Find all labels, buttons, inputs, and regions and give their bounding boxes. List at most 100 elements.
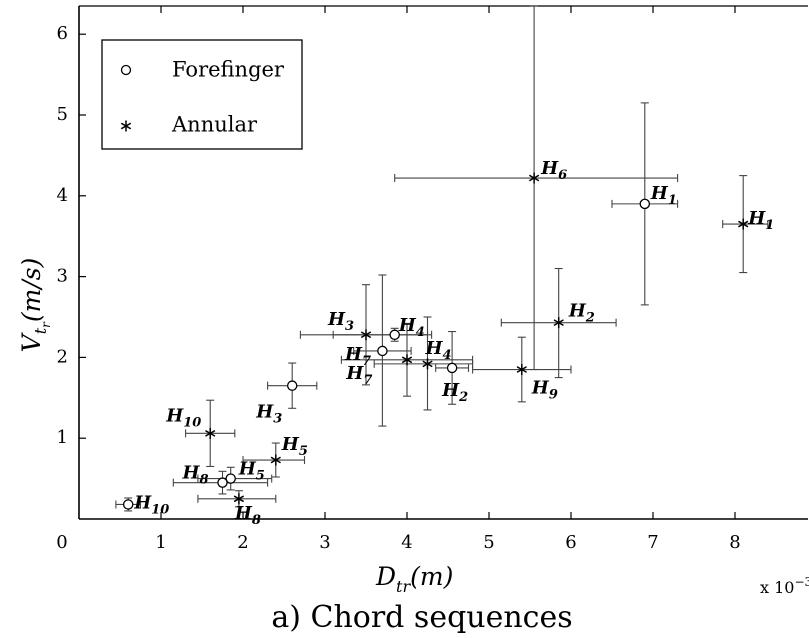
point-label-subscript: 8 xyxy=(252,513,261,528)
asterisk-stroke xyxy=(120,122,132,130)
point-label: H4 xyxy=(398,315,425,340)
chart-caption: a) Chord sequences xyxy=(271,600,572,635)
point-label: H3 xyxy=(327,309,354,334)
point-label-base: H xyxy=(441,380,460,401)
asterisk-stroke xyxy=(738,220,749,228)
data-markers xyxy=(122,172,749,510)
point-label-subscript: 10 xyxy=(151,502,169,517)
x-axis-multiplier: x 10−3 xyxy=(760,575,809,597)
x-tick-label: 3 xyxy=(319,532,330,553)
annular-point xyxy=(233,493,245,505)
asterisk-stroke xyxy=(270,456,281,464)
legend-label-forefinger: Forefinger xyxy=(172,58,285,82)
point-label-subscript: 8 xyxy=(200,473,209,488)
annular-point xyxy=(270,454,281,466)
y-axis-label-group: Vtr(m/s) xyxy=(17,258,53,353)
point-label-subscript: 10 xyxy=(183,415,201,430)
point-label-subscript: 7 xyxy=(363,373,372,388)
x-tick-label: 6 xyxy=(565,532,576,553)
annular-point xyxy=(738,218,749,230)
point-label-base: H xyxy=(398,315,417,336)
point-label-base: H xyxy=(182,463,201,484)
y-tick-label: 5 xyxy=(57,104,68,125)
asterisk-stroke xyxy=(528,174,540,182)
point-label: H5 xyxy=(238,459,265,484)
point-label-subscript: 2 xyxy=(458,390,468,405)
point-label-subscript: 2 xyxy=(585,311,595,326)
x-tick-label: 1 xyxy=(155,532,166,553)
forefinger-point xyxy=(639,198,651,210)
asterisk-stroke xyxy=(516,366,527,373)
point-label-subscript: 4 xyxy=(416,325,425,340)
point-label: H1 xyxy=(650,183,677,208)
point-label-subscript: 7 xyxy=(362,354,371,369)
y-label-subsub: r xyxy=(39,321,53,328)
point-label-base: H xyxy=(281,434,300,455)
forefinger-point xyxy=(286,380,298,391)
point-label-base: H xyxy=(345,363,364,384)
point-label-subscript: 3 xyxy=(345,319,354,334)
point-label-base: H xyxy=(540,158,559,179)
point-label: H4 xyxy=(425,338,452,363)
forefinger-point xyxy=(217,477,228,488)
legend: Forefinger Annular xyxy=(101,39,303,150)
legend-box xyxy=(101,39,303,150)
asterisk-stroke xyxy=(205,429,216,437)
legend-asterisk xyxy=(120,120,132,132)
y-label-rest: (m/s) xyxy=(17,258,46,322)
asterisk-stroke xyxy=(422,360,433,368)
asterisk-stroke xyxy=(233,495,245,503)
x-tick-label: 0 xyxy=(56,532,67,553)
point-label-base: H xyxy=(568,301,587,322)
annular-point xyxy=(205,427,216,439)
x-tick-label: 2 xyxy=(237,532,248,553)
asterisk-stroke xyxy=(401,356,413,364)
point-label-base: H xyxy=(327,309,346,330)
point-label: H5 xyxy=(281,434,308,459)
legend-circle-marker xyxy=(120,64,132,76)
x-multiplier-exponent: −3 xyxy=(794,575,809,589)
y-tick-label: 1 xyxy=(57,427,68,448)
point-label-subscript: 5 xyxy=(299,444,308,459)
point-label: H8 xyxy=(182,463,209,488)
annular-point xyxy=(516,364,527,376)
point-label: H3 xyxy=(255,402,282,427)
y-axis-ticks: 1 2 3 4 5 6 xyxy=(57,23,86,448)
y-tick-label: 6 xyxy=(57,23,68,44)
point-label-subscript: 9 xyxy=(549,388,558,403)
forefinger-point xyxy=(446,362,458,374)
point-label: H1 xyxy=(747,208,774,233)
x-tick-label: 4 xyxy=(401,532,412,553)
point-label-base: H xyxy=(650,183,669,204)
point-label-subscript: 1 xyxy=(668,193,677,208)
annular-point xyxy=(401,354,413,366)
y-tick-label: 4 xyxy=(57,185,68,206)
forefinger-point xyxy=(225,473,236,484)
y-tick-label: 3 xyxy=(57,266,68,287)
x-tick-label: 8 xyxy=(729,532,740,553)
annular-point xyxy=(422,358,433,370)
x-label-sub: tr xyxy=(396,577,411,596)
point-label-base: H xyxy=(165,405,184,426)
point-label: H7 xyxy=(345,363,372,388)
annular-point xyxy=(528,172,540,184)
x-tick-label: 5 xyxy=(483,532,494,553)
forefinger-point xyxy=(377,345,388,357)
point-label-base: H xyxy=(133,492,152,513)
point-label: H2 xyxy=(568,301,595,326)
point-label: H9 xyxy=(531,378,558,403)
y-label-sub: t xyxy=(31,327,50,334)
annular-point xyxy=(553,317,564,329)
x-axis-label: Dtr(m) xyxy=(375,562,453,596)
point-label: H8 xyxy=(234,503,261,528)
point-label-base: H xyxy=(747,208,766,229)
x-tick-label: 7 xyxy=(647,532,658,553)
point-label: H10 xyxy=(165,405,201,430)
y-tick-label: 2 xyxy=(57,346,68,367)
point-label-subscript: 5 xyxy=(256,469,265,484)
legend-asterisk-marker xyxy=(120,120,132,132)
point-label: H6 xyxy=(540,158,567,183)
forefinger-point xyxy=(389,329,400,341)
